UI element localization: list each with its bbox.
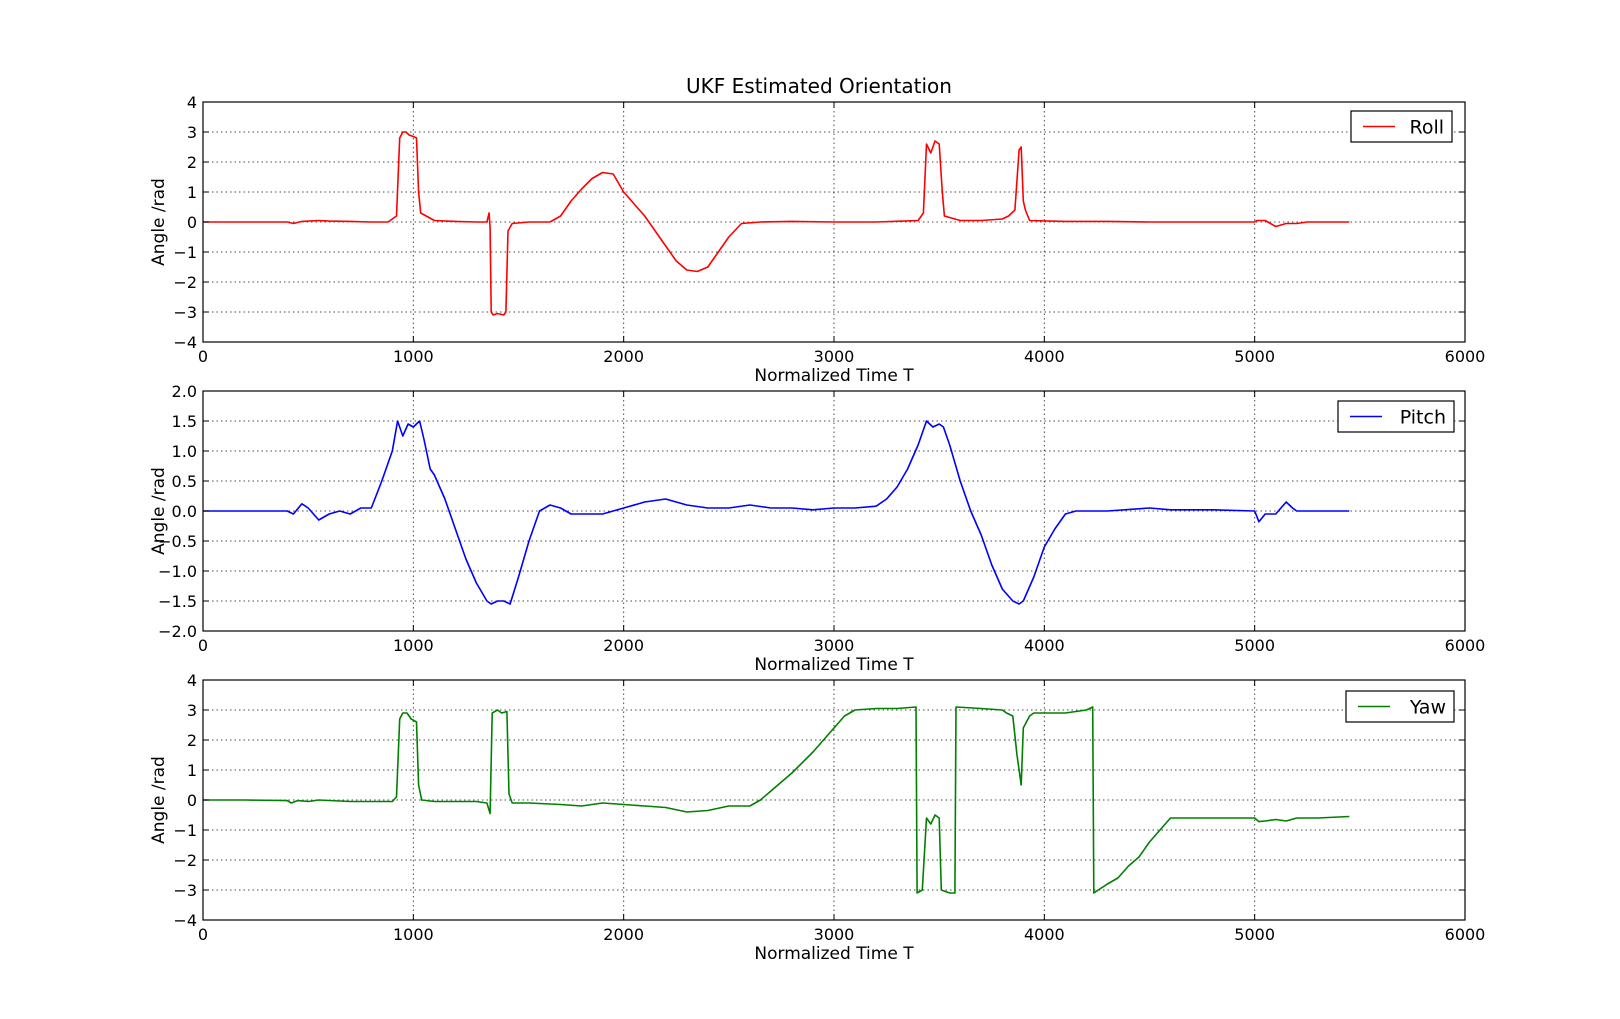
y-tick-label: 3	[187, 123, 197, 142]
x-tick-label: 4000	[1024, 636, 1065, 655]
y-tick-label: −1	[173, 821, 197, 840]
chart-title: UKF Estimated Orientation	[686, 74, 952, 98]
x-tick-label: 2000	[603, 925, 644, 944]
y-tick-label: 2	[187, 731, 197, 750]
x-tick-label: 3000	[814, 925, 855, 944]
y-axis-label: Angle /rad	[149, 467, 169, 555]
y-axis-label: Angle /rad	[149, 756, 169, 844]
legend: Roll	[1351, 111, 1452, 142]
y-tick-label: 0.5	[172, 472, 197, 491]
x-axis-label: Normalized Time T	[754, 655, 914, 675]
legend-label: Roll	[1409, 117, 1444, 139]
y-tick-label: 4	[187, 671, 197, 690]
y-tick-label: −1	[173, 243, 197, 262]
x-tick-label: 0	[198, 925, 208, 944]
x-tick-label: 5000	[1234, 925, 1275, 944]
y-tick-label: 0	[187, 213, 197, 232]
y-tick-label: −3	[173, 881, 197, 900]
x-tick-label: 5000	[1234, 347, 1275, 366]
x-tick-label: 1000	[393, 925, 434, 944]
x-axis-label: Normalized Time T	[754, 366, 914, 386]
x-tick-label: 6000	[1445, 636, 1486, 655]
x-tick-label: 0	[198, 347, 208, 366]
y-tick-label: 1	[187, 761, 197, 780]
legend-label: Pitch	[1400, 407, 1446, 429]
y-tick-label: 2.0	[172, 382, 197, 401]
y-tick-label: −3	[173, 303, 197, 322]
y-tick-label: 1.5	[172, 412, 197, 431]
x-tick-label: 2000	[603, 636, 644, 655]
y-tick-label: −1.5	[158, 592, 197, 611]
x-tick-label: 4000	[1024, 347, 1065, 366]
y-tick-label: −4	[173, 333, 197, 352]
y-tick-label: −1.0	[158, 562, 197, 581]
y-tick-label: 4	[187, 93, 197, 112]
legend: Yaw	[1346, 691, 1454, 722]
y-tick-label: −2	[173, 851, 197, 870]
y-tick-label: 0.0	[172, 502, 197, 521]
y-tick-label: 2	[187, 153, 197, 172]
x-tick-label: 1000	[393, 636, 434, 655]
y-tick-label: 0	[187, 791, 197, 810]
legend: Pitch	[1338, 401, 1454, 432]
y-tick-label: −4	[173, 911, 197, 930]
x-tick-label: 3000	[814, 347, 855, 366]
y-tick-label: 1	[187, 183, 197, 202]
x-tick-label: 1000	[393, 347, 434, 366]
y-tick-label: −2.0	[158, 622, 197, 641]
x-tick-label: 6000	[1445, 925, 1486, 944]
legend-label: Yaw	[1409, 697, 1446, 719]
x-tick-label: 6000	[1445, 347, 1486, 366]
x-tick-label: 3000	[814, 636, 855, 655]
x-tick-label: 0	[198, 636, 208, 655]
y-tick-label: 3	[187, 701, 197, 720]
y-tick-label: 1.0	[172, 442, 197, 461]
x-tick-label: 2000	[603, 347, 644, 366]
x-tick-label: 4000	[1024, 925, 1065, 944]
x-axis-label: Normalized Time T	[754, 944, 914, 964]
x-tick-label: 5000	[1234, 636, 1275, 655]
y-tick-label: −2	[173, 273, 197, 292]
y-axis-label: Angle /rad	[149, 178, 169, 266]
